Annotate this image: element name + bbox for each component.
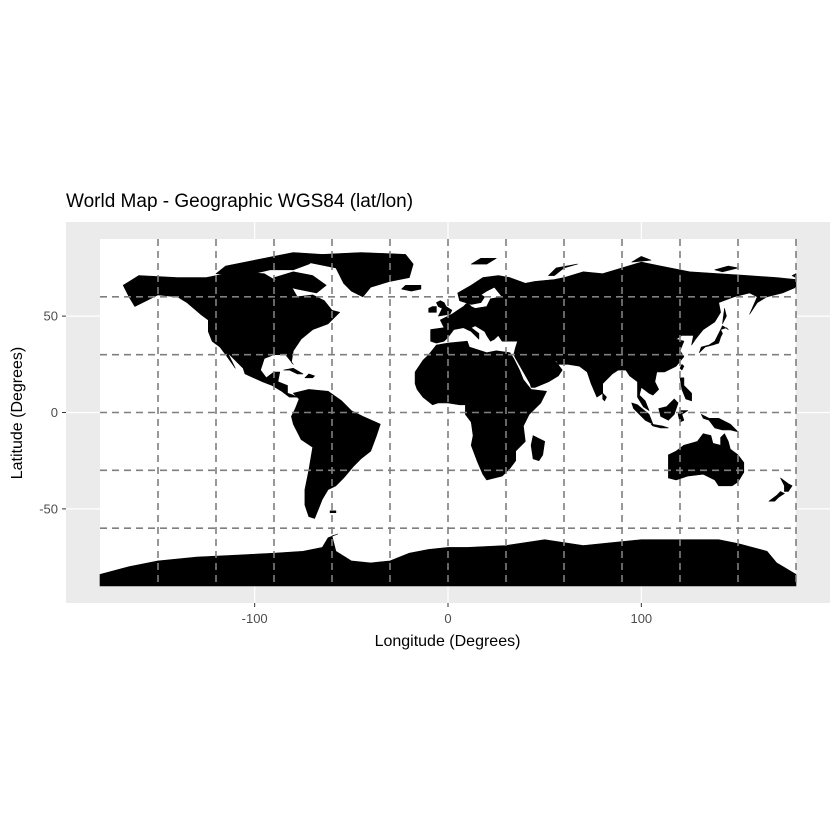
landmass-north-america [122, 271, 340, 398]
landmass-new-zealand-south [768, 491, 785, 502]
x-tick-label: 0 [444, 611, 451, 626]
landmass-hispaniola [304, 373, 315, 379]
map-title: World Map - Geographic WGS84 (lat/lon) [66, 191, 413, 212]
landmass-ireland [428, 306, 437, 313]
landmass-taiwan [679, 364, 685, 371]
x-tick-label: 100 [630, 611, 652, 626]
landmass-iceland [401, 285, 422, 292]
x-tick-label: -100 [242, 611, 268, 626]
landmass-severnaya-zemlya [631, 256, 652, 263]
landmass-novaya-zemlya [548, 263, 578, 276]
landmass-japan [699, 325, 729, 353]
landmass-madagascar [530, 435, 545, 461]
landmass-arctic-islands [215, 252, 323, 276]
landmass-java [650, 423, 669, 429]
landmass-baffin-island [273, 271, 327, 294]
landmass-new-guinea [701, 414, 739, 433]
landmass-sumatra [631, 402, 654, 425]
landmass-cuba [283, 367, 304, 375]
landmass-sri-lanka [602, 392, 607, 402]
landmass-south-america [291, 389, 381, 519]
landmass-borneo [658, 398, 679, 421]
y-tick-label: -50 [39, 501, 58, 516]
y-axis-ticks: 50 0 -50 [39, 309, 66, 516]
landmass-antarctica [99, 533, 797, 587]
landmass-new-zealand-north [780, 477, 793, 492]
landmass-falkland-islands [329, 510, 337, 513]
y-tick-label: 0 [51, 405, 58, 420]
y-tick-label: 50 [44, 309, 58, 324]
y-axis-label: Latitude (Degrees) [9, 347, 26, 480]
graticule-layer [100, 239, 797, 586]
x-axis-ticks: -100 0 100 [242, 603, 652, 626]
landmass-philippines [679, 377, 692, 402]
landmass-sakhalin [722, 308, 727, 325]
landmass-arabian-peninsula [515, 350, 563, 388]
landmass-australia [668, 433, 745, 487]
x-axis-label: Longitude (Degrees) [375, 633, 521, 650]
landmass-svalbard [470, 258, 497, 265]
